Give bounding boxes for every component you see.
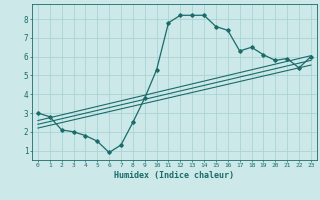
X-axis label: Humidex (Indice chaleur): Humidex (Indice chaleur) bbox=[115, 171, 234, 180]
